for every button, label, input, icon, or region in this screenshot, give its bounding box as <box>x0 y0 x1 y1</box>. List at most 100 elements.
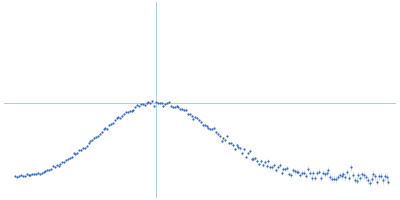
Point <box>239 152 245 155</box>
Point <box>128 109 135 112</box>
Point <box>308 176 315 180</box>
Point <box>342 175 348 178</box>
Point <box>132 105 138 108</box>
Point <box>46 168 52 171</box>
Point <box>334 175 341 178</box>
Point <box>297 173 304 177</box>
Point <box>382 175 388 178</box>
Point <box>100 128 107 131</box>
Point <box>376 175 382 178</box>
Point <box>95 135 101 138</box>
Point <box>168 104 174 107</box>
Point <box>233 144 240 147</box>
Point <box>304 167 311 170</box>
Point <box>252 157 258 160</box>
Point <box>273 169 279 172</box>
Point <box>102 127 108 130</box>
Point <box>12 175 19 178</box>
Point <box>18 174 24 177</box>
Point <box>175 106 182 109</box>
Point <box>248 157 255 161</box>
Point <box>123 110 129 113</box>
Point <box>312 176 318 179</box>
Point <box>70 152 77 155</box>
Point <box>98 131 105 134</box>
Point <box>352 178 358 181</box>
Point <box>96 133 103 136</box>
Point <box>104 127 110 130</box>
Point <box>222 138 228 141</box>
Point <box>126 109 133 112</box>
Point <box>237 147 244 150</box>
Point <box>121 112 127 115</box>
Point <box>44 168 50 171</box>
Point <box>226 141 232 144</box>
Point <box>38 171 45 175</box>
Point <box>194 117 200 120</box>
Point <box>181 109 187 112</box>
Point <box>355 174 362 177</box>
Point <box>114 117 120 120</box>
Point <box>80 146 86 149</box>
Point <box>301 171 307 174</box>
Point <box>91 137 97 140</box>
Point <box>203 125 210 128</box>
Point <box>156 101 163 105</box>
Point <box>338 174 345 177</box>
Point <box>211 126 217 130</box>
Point <box>40 170 47 173</box>
Point <box>348 166 354 169</box>
Point <box>372 175 378 178</box>
Point <box>160 104 167 107</box>
Point <box>145 100 152 103</box>
Point <box>85 141 92 145</box>
Point <box>288 173 294 177</box>
Point <box>344 170 350 173</box>
Point <box>359 173 365 176</box>
Point <box>271 163 277 166</box>
Point <box>250 157 257 161</box>
Point <box>50 165 56 168</box>
Point <box>357 176 364 179</box>
Point <box>200 123 206 127</box>
Point <box>280 167 287 171</box>
Point <box>329 177 335 180</box>
Point <box>192 115 198 119</box>
Point <box>346 176 352 179</box>
Point <box>293 170 300 173</box>
Point <box>378 174 384 177</box>
Point <box>207 127 214 130</box>
Point <box>258 160 264 163</box>
Point <box>55 164 62 167</box>
Point <box>185 112 191 115</box>
Point <box>136 105 142 108</box>
Point <box>263 165 270 168</box>
Point <box>205 127 212 130</box>
Point <box>140 103 146 106</box>
Point <box>24 173 30 176</box>
Point <box>16 174 22 178</box>
Point <box>186 113 193 116</box>
Point <box>36 172 43 175</box>
Point <box>61 161 67 164</box>
Point <box>142 103 148 107</box>
Point <box>228 142 234 145</box>
Point <box>218 139 225 142</box>
Point <box>151 104 157 107</box>
Point <box>243 155 249 158</box>
Point <box>76 148 82 152</box>
Point <box>220 137 227 140</box>
Point <box>84 144 90 147</box>
Point <box>170 105 176 108</box>
Point <box>110 121 116 125</box>
Point <box>320 171 326 174</box>
Point <box>188 114 195 117</box>
Point <box>65 158 71 161</box>
Point <box>115 116 122 119</box>
Point <box>215 132 221 135</box>
Point <box>125 111 131 114</box>
Point <box>20 175 26 178</box>
Point <box>198 120 204 123</box>
Point <box>147 101 154 105</box>
Point <box>333 177 339 181</box>
